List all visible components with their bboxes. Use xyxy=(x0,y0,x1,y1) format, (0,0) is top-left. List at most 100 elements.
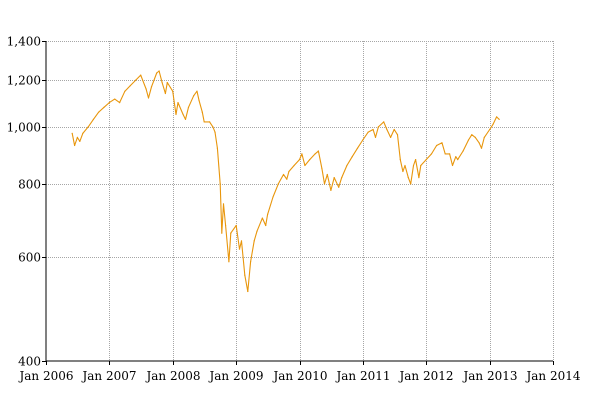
data-point xyxy=(265,224,267,227)
y-tick-label: 1,400 xyxy=(7,35,41,49)
data-point xyxy=(430,153,433,155)
axes xyxy=(45,41,553,362)
y-tick-labels: 400 600 800 1,000 1,200 1,400 xyxy=(7,35,41,369)
data-point xyxy=(166,81,168,84)
data-point xyxy=(253,240,255,242)
x-tick-label: Jan 2014 xyxy=(524,369,580,383)
data-point xyxy=(147,97,150,99)
series-line xyxy=(71,70,500,293)
y-tick-label: 1,000 xyxy=(7,121,41,135)
data-point xyxy=(238,248,241,250)
data-point xyxy=(240,240,243,242)
y-tick-label: 1,200 xyxy=(7,74,41,88)
data-point xyxy=(351,156,353,158)
data-point xyxy=(209,121,211,123)
data-point xyxy=(321,167,323,170)
data-point xyxy=(92,118,94,120)
data-point xyxy=(140,74,142,76)
data-point xyxy=(108,102,110,104)
data-point xyxy=(402,170,404,173)
data-point xyxy=(346,164,348,167)
data-point xyxy=(235,224,237,227)
data-point xyxy=(372,128,374,131)
data-point xyxy=(449,153,451,155)
x-tick-labels: Jan 2006 Jan 2007 Jan 2008 Jan 2009 Jan 2010… xyxy=(17,369,580,383)
data-point xyxy=(161,81,163,84)
data-point xyxy=(203,121,205,123)
x-tick-label: Jan 2012 xyxy=(397,369,453,383)
data-point xyxy=(314,153,316,155)
data-point xyxy=(407,177,409,179)
data-point xyxy=(367,131,369,133)
data-point xyxy=(201,111,203,113)
data-point xyxy=(156,72,158,74)
data-point xyxy=(182,113,184,116)
data-point xyxy=(158,70,160,72)
data-point xyxy=(74,144,76,147)
data-point xyxy=(124,90,126,92)
data-point xyxy=(467,139,470,141)
data-point xyxy=(196,90,198,92)
data-point xyxy=(219,183,221,185)
data-point xyxy=(455,156,457,158)
data-point xyxy=(76,136,78,138)
data-point xyxy=(247,290,249,293)
data-point xyxy=(286,178,288,180)
x-tick-label: Jan 2007 xyxy=(80,369,136,383)
data-point xyxy=(390,136,392,138)
data-point xyxy=(323,183,326,185)
data-point xyxy=(114,98,116,100)
data-point xyxy=(256,230,258,232)
data-point xyxy=(222,203,225,205)
data-point xyxy=(480,147,483,149)
data-point xyxy=(441,142,443,144)
data-point xyxy=(362,139,364,141)
data-point xyxy=(175,113,177,116)
data-point xyxy=(489,128,491,131)
data-point xyxy=(399,159,401,161)
data-point xyxy=(98,111,100,113)
data-point xyxy=(457,159,459,161)
x-tick-label: Jan 2008 xyxy=(144,369,200,383)
data-point xyxy=(212,126,214,128)
data-point xyxy=(301,153,303,155)
data-point xyxy=(244,274,246,276)
data-point xyxy=(277,183,279,185)
data-point xyxy=(478,142,480,144)
x-tick-label: Jan 2009 xyxy=(207,369,263,383)
data-point xyxy=(172,90,174,92)
data-point xyxy=(250,261,252,263)
grid-lines xyxy=(42,41,554,365)
y-tick-label: 400 xyxy=(18,355,41,369)
data-point xyxy=(462,150,464,152)
data-point xyxy=(425,159,427,161)
data-point xyxy=(330,189,332,191)
data-point xyxy=(420,164,422,167)
data-point xyxy=(288,170,290,173)
data-point xyxy=(309,159,311,161)
data-point xyxy=(261,217,263,219)
data-point xyxy=(228,261,230,263)
data-point xyxy=(498,118,500,120)
data-point xyxy=(418,177,420,179)
data-point xyxy=(103,106,105,108)
data-point xyxy=(444,153,446,155)
data-point xyxy=(377,126,379,128)
data-point xyxy=(410,183,412,185)
data-point xyxy=(87,126,89,128)
data-point xyxy=(383,121,385,123)
data-point xyxy=(198,99,200,101)
data-point xyxy=(304,164,306,167)
x-tick-label: Jan 2010 xyxy=(271,369,327,383)
data-point xyxy=(415,159,417,161)
data-point xyxy=(492,123,494,125)
data-point xyxy=(79,140,81,142)
data-point xyxy=(483,136,485,138)
data-point xyxy=(119,102,121,104)
data-point xyxy=(150,86,153,88)
data-point xyxy=(386,128,388,131)
data-point xyxy=(267,213,269,215)
data-point xyxy=(82,132,84,134)
data-point xyxy=(71,132,73,134)
